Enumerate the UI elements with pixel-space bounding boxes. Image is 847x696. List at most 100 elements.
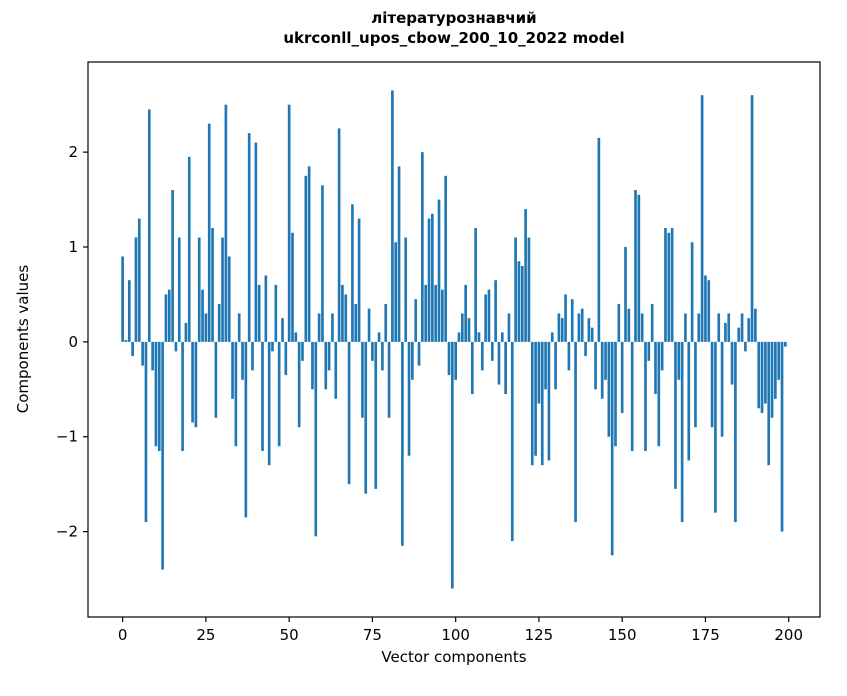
bar <box>131 341 134 357</box>
bar <box>657 341 661 447</box>
bar <box>317 313 321 342</box>
bar <box>454 341 457 380</box>
bar <box>504 341 507 395</box>
y-tick-label: 1 <box>68 238 78 256</box>
bar <box>724 322 727 342</box>
bar <box>747 318 751 342</box>
bar <box>557 313 561 342</box>
chart-title-word: літературознавчий <box>371 9 537 27</box>
bar <box>181 341 184 451</box>
bar <box>221 237 224 342</box>
bar <box>660 341 664 371</box>
bar <box>650 303 654 342</box>
bar <box>784 341 787 347</box>
bar <box>544 341 547 390</box>
bar <box>184 322 188 342</box>
bar <box>714 341 717 513</box>
bar <box>754 308 757 342</box>
bar <box>201 289 204 342</box>
bar <box>247 133 251 342</box>
bar <box>717 313 721 342</box>
bar <box>607 341 611 437</box>
bar <box>500 332 504 342</box>
bar <box>297 341 301 428</box>
bar <box>764 341 767 404</box>
bar <box>690 242 694 342</box>
bar <box>141 341 144 366</box>
bar <box>424 284 428 342</box>
bar <box>127 280 131 342</box>
bar <box>484 294 487 342</box>
bar <box>587 318 591 342</box>
bar <box>464 284 467 342</box>
bar <box>277 341 281 447</box>
bar <box>134 237 138 342</box>
bar <box>341 284 344 342</box>
x-tick-label: 175 <box>691 626 720 644</box>
bar <box>460 313 464 342</box>
bar <box>447 341 451 376</box>
bar <box>144 341 148 523</box>
bar <box>580 308 584 342</box>
bar <box>474 228 477 342</box>
bar <box>191 341 194 423</box>
y-tick-label: 2 <box>68 143 78 161</box>
bar <box>624 247 627 342</box>
bar <box>364 341 368 494</box>
bar <box>700 95 704 342</box>
bar <box>384 303 388 342</box>
bar <box>620 341 624 414</box>
x-axis-label: Vector components <box>381 648 527 666</box>
bar <box>234 341 238 447</box>
bar <box>644 341 647 451</box>
bar <box>540 341 544 466</box>
bar <box>670 228 674 342</box>
bar <box>407 341 411 456</box>
bar <box>194 341 198 428</box>
bar <box>740 313 744 342</box>
bar <box>294 332 298 342</box>
bar <box>151 341 154 371</box>
bar <box>560 318 564 342</box>
bar <box>257 284 261 342</box>
bar <box>584 341 587 357</box>
bar <box>351 204 354 342</box>
bar <box>224 104 228 342</box>
x-tick-label: 150 <box>608 626 637 644</box>
bar <box>490 341 494 361</box>
bar <box>530 341 534 466</box>
bar <box>217 303 221 342</box>
bar <box>231 341 234 399</box>
bar <box>417 341 421 366</box>
bar <box>507 313 511 342</box>
bar <box>327 341 331 371</box>
bar <box>321 185 324 342</box>
bar <box>347 341 351 485</box>
bar <box>377 332 381 342</box>
bar <box>630 341 634 451</box>
bar <box>241 341 244 380</box>
bar <box>707 280 711 342</box>
bar <box>214 341 218 418</box>
bar <box>271 341 274 352</box>
y-tick-label: 0 <box>68 333 78 351</box>
bar <box>654 341 657 395</box>
bar <box>334 341 338 399</box>
bar <box>354 303 358 342</box>
bar <box>734 341 737 523</box>
bar <box>510 341 514 542</box>
bar <box>337 128 341 342</box>
bar <box>444 175 448 342</box>
bar <box>404 237 408 342</box>
bar <box>777 341 781 380</box>
bar <box>737 327 741 342</box>
bar <box>414 299 418 342</box>
bar <box>770 341 774 418</box>
bar <box>647 341 651 361</box>
x-tick-label: 125 <box>525 626 554 644</box>
bar <box>564 294 567 342</box>
bar <box>387 341 391 418</box>
bar <box>520 265 524 342</box>
bar <box>480 341 484 371</box>
bar <box>684 313 687 342</box>
